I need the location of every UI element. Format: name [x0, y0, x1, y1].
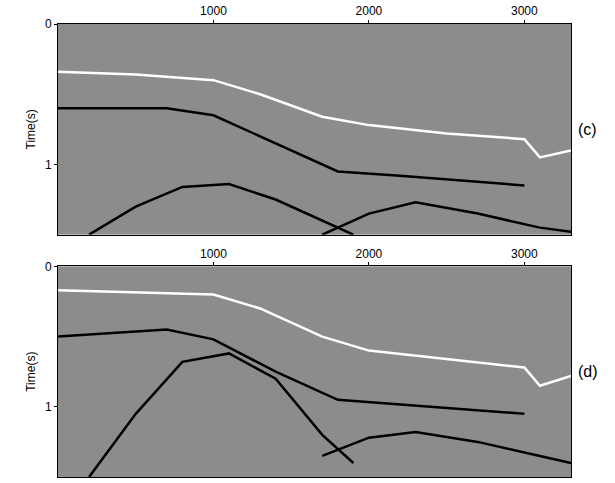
svg-text:3000: 3000: [511, 4, 538, 18]
svg-text:1000: 1000: [200, 4, 227, 18]
svg-text:0: 0: [45, 260, 52, 274]
svg-text:Time(s): Time(s): [24, 352, 38, 392]
svg-text:1: 1: [45, 158, 52, 172]
svg-text:Time(s): Time(s): [24, 109, 38, 149]
svg-text:1: 1: [45, 400, 52, 414]
svg-text:2000: 2000: [356, 247, 383, 261]
svg-text:0: 0: [45, 17, 52, 31]
svg-text:3000: 3000: [511, 247, 538, 261]
svg-text:(d): (d): [578, 363, 598, 380]
svg-text:2000: 2000: [356, 4, 383, 18]
svg-text:(c): (c): [578, 121, 597, 138]
svg-text:1000: 1000: [200, 247, 227, 261]
